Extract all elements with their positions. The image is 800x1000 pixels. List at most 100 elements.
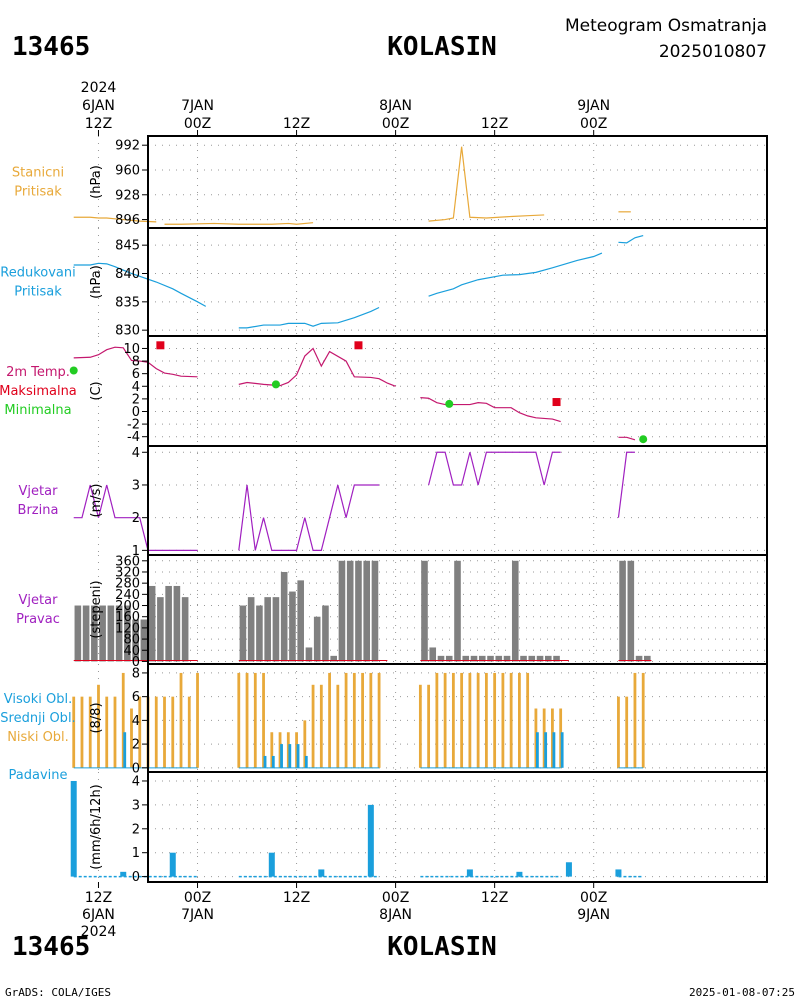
low-cloud-bar <box>80 696 84 768</box>
direction-bar <box>256 605 263 662</box>
low-cloud-bar <box>534 708 538 768</box>
y-tick-label: 992 <box>115 139 140 154</box>
direction-bar <box>115 605 123 662</box>
precip-bar <box>615 869 622 877</box>
series-line <box>618 436 636 441</box>
panel-label: Pritisak <box>14 185 62 200</box>
low-cloud-bar <box>336 684 340 768</box>
direction-bar <box>462 655 470 662</box>
direction-bar <box>330 655 337 662</box>
y-tick-label: 8 <box>132 355 140 370</box>
low-cloud-bar <box>319 684 323 768</box>
panel-frame <box>147 771 768 883</box>
x-label-bottom: 7JAN <box>181 907 214 923</box>
series-line <box>428 451 561 486</box>
low-cloud-bar <box>468 672 472 768</box>
low-cloud-bar <box>270 732 274 768</box>
y-tick-label: 6 <box>132 690 140 705</box>
panel-precipitation: 0 1 2 3 4 (mm/6h/12h) Padavine <box>9 768 768 885</box>
y-tick-label: 3 <box>132 798 140 813</box>
y-tick-label: -4 <box>127 430 140 445</box>
low-cloud-bar <box>187 696 191 768</box>
panel-label: Vjetar <box>19 593 59 608</box>
station-id-top: 13465 <box>12 32 90 62</box>
panel-label: Pravac <box>16 612 60 627</box>
low-cloud-bar <box>179 672 183 768</box>
y-tick-label: 4 <box>132 380 140 395</box>
low-cloud-bar <box>625 696 629 768</box>
low-cloud-bar <box>295 732 298 768</box>
x-label-top: 00Z <box>184 116 211 132</box>
direction-bar <box>239 605 247 662</box>
low-cloud-bar <box>113 696 117 768</box>
direction-bar <box>495 655 503 662</box>
series-line <box>238 347 396 387</box>
panels-layer: 896928960992(hPa)StanicniPritisak8308358… <box>0 135 768 885</box>
mid-cloud-bar <box>560 732 564 768</box>
x-label-bottom: 8JAN <box>379 907 412 923</box>
direction-bar <box>644 655 651 662</box>
low-cloud-bar <box>369 672 373 768</box>
x-label-bottom: 12Z <box>481 890 508 906</box>
panel-label: Pritisak <box>14 285 62 300</box>
y-tick-label: 2 <box>132 822 140 837</box>
direction-bar <box>91 605 98 662</box>
direction-bar <box>148 585 156 662</box>
precip-bar <box>565 862 572 877</box>
panel-cloud_cover: 0 2 4 6 8 (8/8) Visoki Obl. Srednji Obl. Niski O… <box>0 663 768 776</box>
mid-cloud-bar <box>544 732 548 768</box>
y-tick-label: 4 <box>132 446 140 461</box>
direction-bar <box>503 655 511 662</box>
direction-bar <box>82 605 90 662</box>
panel-reduced_pressure: 830 835 840 845 (hPa) Redukovani Pritisak <box>0 227 768 339</box>
series-line <box>73 216 157 223</box>
y-tick-label: 960 <box>115 163 140 178</box>
y-tick-label: -2 <box>127 418 140 433</box>
low-cloud-bar <box>451 672 455 768</box>
low-cloud-bar <box>493 672 497 768</box>
precip-bar <box>367 804 374 877</box>
direction-bar <box>511 560 519 662</box>
precip-bar <box>516 871 523 877</box>
low-cloud-bar <box>171 696 175 768</box>
low-cloud-bar <box>352 672 356 768</box>
low-cloud-bar <box>130 708 133 768</box>
low-cloud-bar <box>418 684 422 768</box>
low-cloud-bar <box>328 672 331 768</box>
direction-bar <box>429 647 437 662</box>
series-line <box>617 451 635 518</box>
station-name-bottom: KOLASIN <box>387 932 497 962</box>
min-temp-marker <box>639 435 648 444</box>
low-cloud-bar <box>633 672 637 768</box>
panel-frame <box>147 335 768 447</box>
low-cloud-bar <box>427 684 431 768</box>
panel-label: 2m Temp. <box>6 365 70 380</box>
y-tick-label: 200 <box>115 599 140 614</box>
mid-cloud-bar <box>536 732 539 768</box>
y-tick-label: 40 <box>123 644 140 659</box>
precip-bar <box>169 852 176 877</box>
direction-bar <box>289 591 296 662</box>
station-name-top: KOLASIN <box>387 32 497 62</box>
x-label-bottom: 6JAN <box>82 907 115 923</box>
y-tick-label: 2 <box>132 511 140 526</box>
series-line <box>238 306 380 329</box>
direction-bar <box>181 597 189 662</box>
panel-label: Brzina <box>18 503 59 518</box>
low-cloud-bar <box>278 732 282 768</box>
low-cloud-bar <box>460 672 464 768</box>
max-temp-marker <box>156 341 165 350</box>
panel-label: Padavine <box>9 768 68 783</box>
x-label-top: 6JAN <box>82 98 115 114</box>
low-cloud-bar <box>617 696 620 768</box>
y-tick-label: 3 <box>132 478 140 493</box>
y-tick-label: 0 <box>132 870 140 885</box>
y-tick-label: 835 <box>115 295 140 310</box>
x-label-bottom: 12Z <box>85 890 112 906</box>
panel-label: Visoki Obl. <box>4 692 72 707</box>
low-cloud-bar <box>361 672 364 768</box>
y-tick-label: 280 <box>115 577 140 592</box>
direction-bar <box>173 585 181 662</box>
timestamp-text: 2025-01-08-07:25 <box>689 986 795 999</box>
